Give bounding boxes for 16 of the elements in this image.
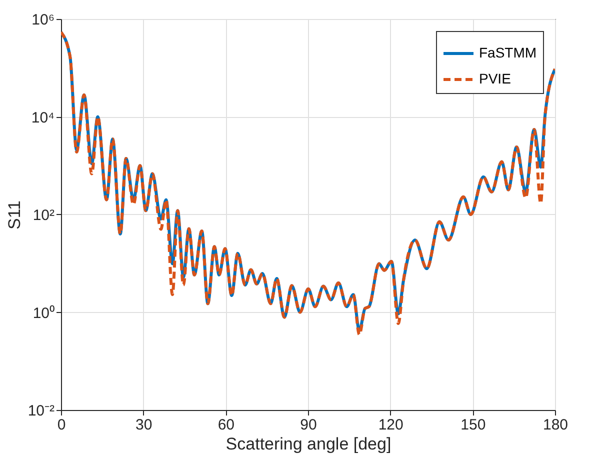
- x-tick-label: 90: [300, 416, 317, 434]
- x-tick-label: 150: [460, 416, 486, 434]
- x-tick-label: 60: [218, 416, 235, 434]
- y-axis-title: S11: [4, 200, 24, 230]
- y-tick-label: 10⁻²: [28, 402, 54, 420]
- x-tick-label: 120: [378, 416, 404, 434]
- y-tick-label: 10⁰: [32, 304, 54, 322]
- x-tick-label: 180: [542, 416, 568, 434]
- legend-label: PVIE: [479, 70, 511, 86]
- y-tick-label: 10²: [32, 207, 54, 224]
- x-tick-label: 0: [57, 416, 66, 434]
- legend-label: FaSTMM: [479, 44, 537, 60]
- y-tick-label: 10⁴: [31, 109, 54, 126]
- y-tick-label: 10⁶: [32, 12, 54, 28]
- x-axis-title: Scattering angle [deg]: [226, 434, 392, 454]
- x-tick-label: 30: [135, 416, 152, 434]
